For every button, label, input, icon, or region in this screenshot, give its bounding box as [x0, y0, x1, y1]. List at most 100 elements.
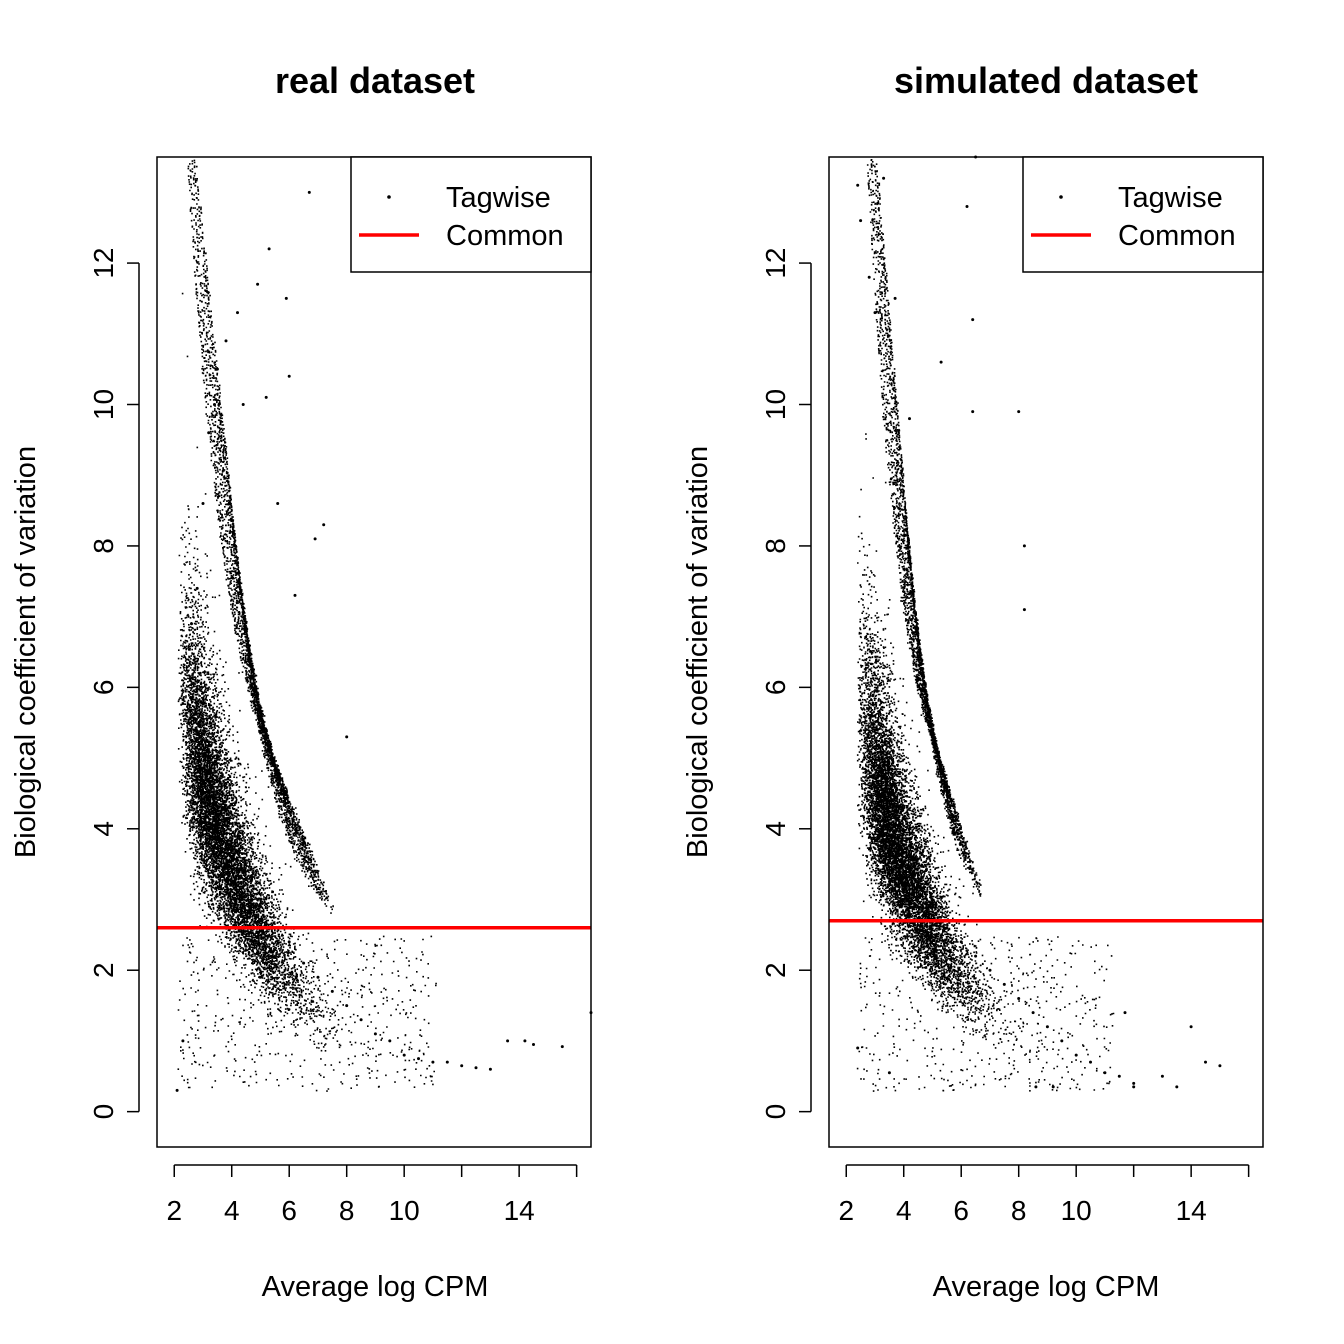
data-point	[882, 176, 886, 180]
data-point	[1022, 608, 1026, 612]
panel-real-dataset: real dataset 2 4 6 8 10 14 0 2 4 6 8 10 12 Average …	[10, 60, 593, 1303]
data-point	[1045, 1025, 1049, 1029]
data-point	[1175, 1085, 1179, 1089]
data-point	[1103, 1071, 1107, 1075]
data-point	[224, 339, 228, 343]
data-point	[431, 1060, 435, 1064]
data-point	[988, 968, 992, 972]
data-point	[1132, 1085, 1136, 1089]
data-point	[887, 1071, 891, 1075]
y-tick-label: 2	[760, 962, 791, 978]
data-point	[417, 1057, 420, 1061]
data-point	[1160, 1074, 1164, 1078]
x-tick-label: 14	[1176, 1195, 1207, 1226]
data-point	[1017, 997, 1021, 1000]
data-point	[916, 883, 920, 887]
data-point	[971, 410, 975, 414]
data-point	[259, 905, 262, 909]
data-point	[506, 1039, 510, 1043]
scatter-points	[856, 159, 1115, 1092]
data-point	[190, 622, 193, 626]
data-point	[207, 431, 211, 435]
y-axis: 0 2 4 6 8 10 12	[760, 247, 812, 1119]
y-tick-label: 4	[88, 821, 119, 837]
data-point	[302, 961, 306, 965]
data-point	[287, 940, 291, 944]
x-axis-label: Average log CPM	[933, 1271, 1160, 1303]
data-point	[1089, 1060, 1092, 1064]
data-point	[474, 1066, 478, 1070]
x-tick-label: 8	[339, 1195, 355, 1226]
data-point	[1074, 1053, 1078, 1057]
data-point	[230, 855, 234, 859]
panel-simulated-dataset: simulated dataset 2 4 6 8 10 14 0 2 4 6 8 10 12 Ave…	[682, 60, 1264, 1303]
data-point	[939, 360, 943, 364]
data-point	[908, 417, 911, 421]
data-point	[974, 954, 978, 958]
legend-label-common: Common	[446, 220, 564, 252]
y-tick-label: 6	[760, 680, 791, 696]
y-tick-label: 2	[88, 962, 119, 978]
x-tick-label: 6	[281, 1195, 297, 1226]
data-point	[276, 502, 280, 505]
x-tick-label: 14	[504, 1195, 535, 1226]
data-point	[373, 1032, 377, 1036]
data-point	[175, 1088, 179, 1092]
data-point	[1022, 544, 1026, 548]
y-tick-label: 10	[760, 389, 791, 420]
data-point	[959, 940, 963, 944]
y-tick-label: 0	[88, 1104, 119, 1120]
legend: Tagwise Common	[350, 156, 592, 273]
data-point	[313, 537, 317, 541]
x-axis: 2 4 6 8 10 14	[166, 1164, 578, 1226]
data-point	[215, 367, 219, 371]
data-point	[1031, 1011, 1035, 1015]
data-point	[971, 318, 975, 322]
data-point	[187, 721, 191, 725]
x-tick-label: 4	[224, 1195, 240, 1226]
data-point	[293, 593, 297, 597]
y-tick-label: 12	[88, 247, 119, 278]
panel-title: real dataset	[275, 60, 475, 101]
data-point	[873, 806, 877, 810]
data-point	[181, 1039, 185, 1043]
legend-label-tagwise: Tagwise	[1118, 182, 1223, 214]
y-axis: 0 2 4 6 8 10 12	[88, 247, 140, 1120]
data-point	[236, 311, 239, 315]
legend-point-marker	[387, 195, 391, 199]
data-point	[201, 791, 205, 795]
data-point	[322, 523, 326, 527]
data-point	[867, 275, 871, 279]
y-tick-label: 6	[88, 680, 119, 696]
data-point	[264, 395, 268, 399]
data-point	[1002, 982, 1006, 986]
data-point	[244, 876, 248, 880]
data-point	[287, 374, 291, 378]
data-point	[1189, 1025, 1193, 1029]
data-point	[488, 1067, 492, 1071]
x-axis-label: Average log CPM	[262, 1271, 489, 1303]
data-point	[1132, 1081, 1136, 1085]
x-tick-label: 2	[838, 1195, 854, 1226]
y-axis-label: Biological coefficient of variation	[10, 446, 42, 858]
data-point	[902, 862, 906, 866]
x-tick-label: 4	[896, 1195, 912, 1226]
x-tick-label: 6	[953, 1195, 969, 1226]
data-point	[345, 1004, 349, 1008]
data-point	[460, 1064, 464, 1068]
data-point	[1034, 1085, 1038, 1089]
data-point	[873, 311, 877, 315]
y-tick-label: 8	[760, 538, 791, 554]
data-point	[856, 183, 860, 187]
x-tick-label: 2	[166, 1195, 182, 1226]
data-point	[241, 403, 245, 406]
data-point	[1051, 1085, 1055, 1089]
data-point	[267, 247, 271, 251]
data-point	[345, 735, 349, 739]
data-point	[316, 975, 320, 979]
scatter-points-sampled	[856, 155, 1222, 1089]
x-tick-label: 10	[389, 1195, 420, 1226]
data-point	[402, 1053, 406, 1057]
data-point	[532, 1043, 535, 1046]
